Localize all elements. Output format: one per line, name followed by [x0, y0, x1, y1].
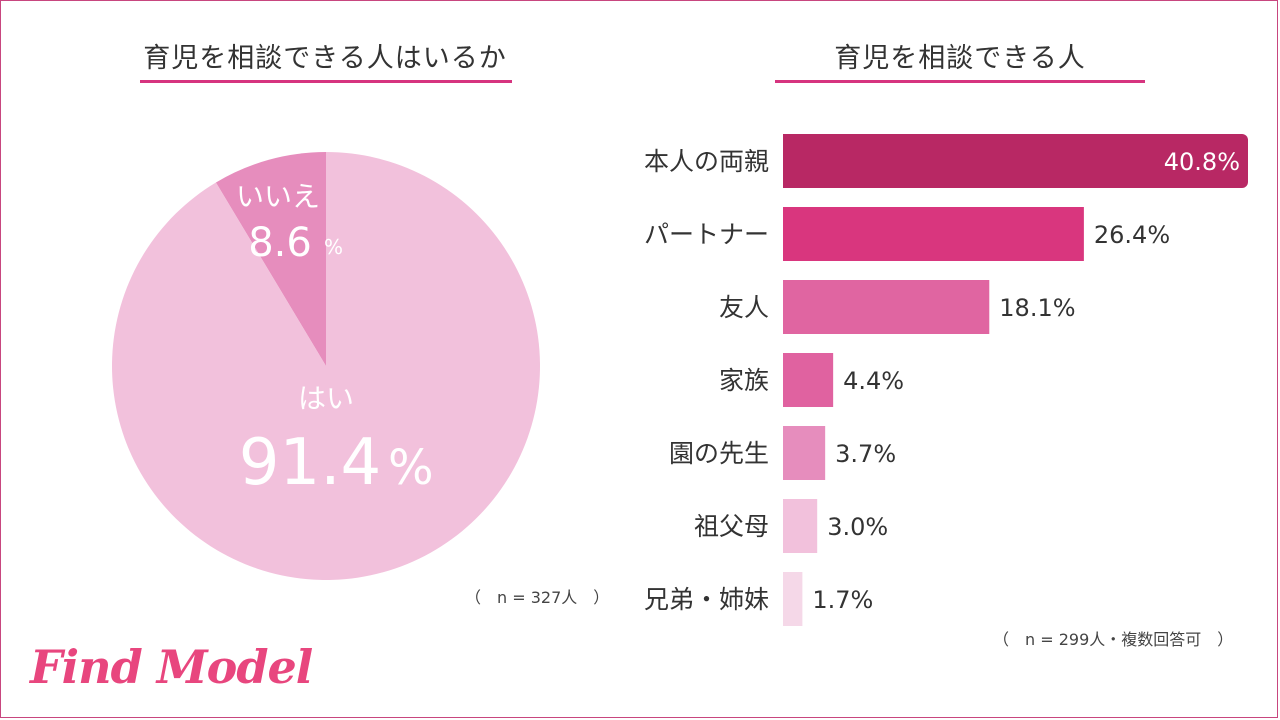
bar-chart: 本人の両親 40.8% パートナー 26.4% 友人 18.1% 家族 4.4% 園の先生 3.7…: [644, 134, 1248, 626]
bar-sample-note: （ n = 299人・複数回答可 ）: [993, 630, 1234, 649]
bar-6: [783, 572, 803, 626]
bar-value-label-1: 26.4%: [1094, 221, 1170, 249]
pie-chart-title: 育児を相談できる人はいるか: [143, 43, 507, 74]
bar-category-label-5: 祖父母: [694, 512, 769, 541]
bar-3: [783, 353, 834, 407]
bar-value-label-2: 18.1%: [999, 294, 1075, 322]
pie-slice-0: [215, 152, 326, 366]
bar-category-label-6: 兄弟・姉妹: [644, 585, 769, 614]
bar-category-label-4: 園の先生: [669, 439, 769, 468]
bar-category-label-1: パートナー: [644, 220, 769, 249]
bar-chart-title: 育児を相談できる人: [834, 43, 1086, 74]
bar-1: [783, 207, 1084, 261]
bar-value-label-4: 3.7%: [835, 440, 896, 468]
bar-category-label-2: 友人: [719, 293, 769, 322]
pie-label-yes: はい: [298, 382, 354, 415]
bar-title-underline: [775, 80, 1145, 83]
pie-slice-1: [111, 152, 540, 580]
bar-category-label-3: 家族: [719, 366, 769, 395]
pie-title-underline: [140, 80, 512, 83]
pie-label-no: いいえ: [236, 180, 320, 213]
bar-4: [783, 426, 826, 480]
bar-category-label-0: 本人の両親: [644, 147, 769, 176]
pie-sample-note: （ n = 327人 ）: [465, 588, 610, 607]
bar-0: [783, 134, 1248, 188]
bar-2: [783, 280, 990, 334]
bar-value-label-6: 1.7%: [812, 586, 873, 614]
bar-0-corner: [783, 134, 793, 188]
bar-value-label-3: 4.4%: [843, 367, 904, 395]
pie-unit-yes: %: [388, 440, 434, 496]
pie-value-no: 8.6: [248, 220, 312, 266]
find-model-logo: Find Model: [30, 640, 313, 694]
pie-unit-no: %: [324, 235, 343, 259]
bar-5: [783, 499, 818, 553]
bar-value-label-5: 3.0%: [827, 513, 888, 541]
bar-value-label-0: 40.8%: [1164, 148, 1240, 176]
pie-value-yes: 91.4: [239, 426, 382, 500]
